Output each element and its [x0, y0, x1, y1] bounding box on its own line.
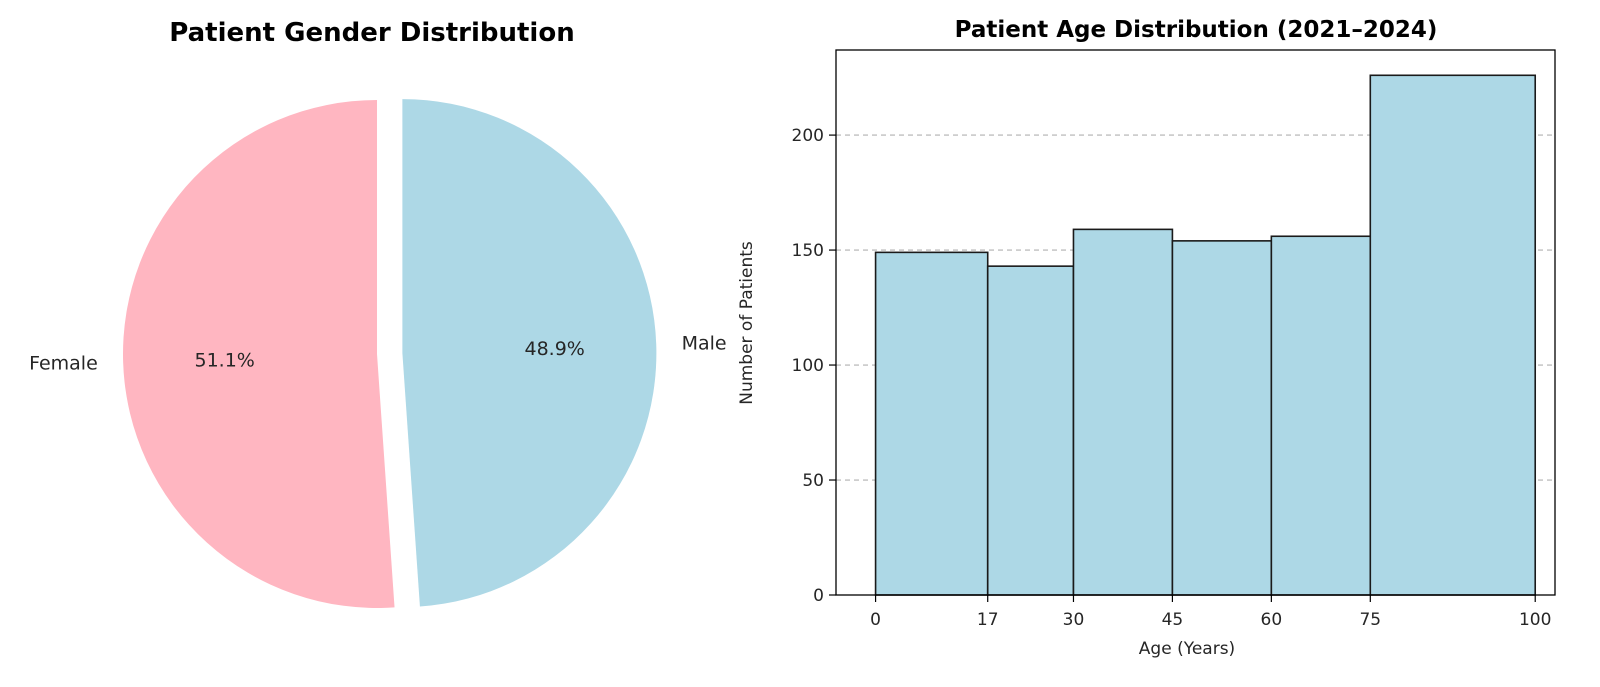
pie-title: Patient Gender Distribution [169, 18, 574, 48]
x-tick-label: 45 [1162, 610, 1184, 630]
hist-title: Patient Age Distribution (2021–2024) [955, 17, 1438, 43]
x-tick-label: 60 [1261, 610, 1283, 630]
y-tick-label: 200 [792, 126, 824, 146]
pie-pct-female: 51.1% [195, 349, 255, 371]
y-tick-label: 50 [802, 471, 824, 491]
y-axis-label: Number of Patients [737, 241, 757, 405]
x-tick-label: 30 [1063, 610, 1085, 630]
pie-pct-male: 48.9% [525, 338, 585, 360]
x-tick-label: 0 [870, 610, 881, 630]
histogram-bar [1072, 228, 1174, 596]
pie-slice-male [402, 99, 657, 607]
pie-slice-female [122, 100, 395, 608]
x-axis-label: Age (Years) [1139, 639, 1235, 659]
x-tick-label: 100 [1519, 610, 1551, 630]
plot-frame [835, 49, 1556, 596]
y-tick-label: 150 [792, 241, 824, 261]
y-tick-label: 0 [813, 586, 824, 606]
pie-label-female: Female [29, 353, 98, 375]
histogram-bar [1171, 240, 1273, 596]
gender-pie-chart: Patient Gender Distribution Female 51.1% M… [29, 18, 727, 608]
pie-label-male: Male [682, 332, 727, 354]
histogram-bar [986, 265, 1075, 596]
histogram-bar [874, 251, 989, 596]
y-tick-label: 100 [792, 356, 824, 376]
x-tick-label: 17 [977, 610, 999, 630]
x-tick-label: 75 [1359, 610, 1381, 630]
histogram-bar [1270, 235, 1372, 596]
histogram-bar [1369, 74, 1537, 596]
age-histogram-chart: Patient Age Distribution (2021–2024) 0 17… [737, 17, 1556, 659]
